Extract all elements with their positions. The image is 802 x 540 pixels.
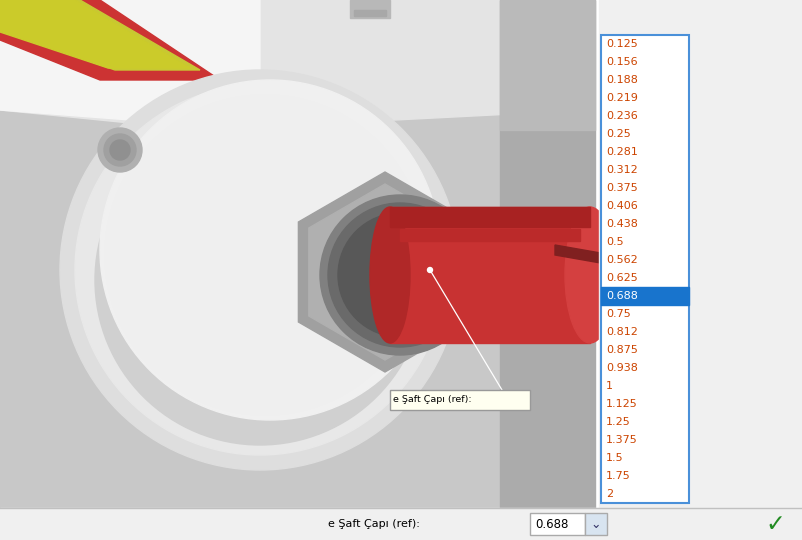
Text: 0.625: 0.625	[606, 273, 638, 283]
Text: ⌄: ⌄	[591, 517, 602, 530]
Circle shape	[338, 213, 462, 337]
Ellipse shape	[370, 207, 410, 343]
Text: 0.812: 0.812	[606, 327, 638, 337]
Circle shape	[427, 267, 432, 273]
Text: 0.25: 0.25	[606, 129, 630, 139]
Text: 0.281: 0.281	[606, 147, 638, 157]
Polygon shape	[298, 172, 472, 372]
Polygon shape	[309, 184, 461, 360]
Polygon shape	[0, 0, 220, 80]
Bar	[500, 0, 595, 540]
Text: 0.188: 0.188	[606, 75, 638, 85]
Polygon shape	[0, 0, 200, 70]
Circle shape	[110, 140, 130, 160]
Bar	[390, 207, 590, 343]
Bar	[400, 229, 580, 241]
Bar	[390, 207, 590, 227]
Polygon shape	[0, 0, 590, 130]
Text: 0.688: 0.688	[606, 291, 638, 301]
Text: 1: 1	[606, 381, 613, 391]
Bar	[354, 10, 386, 16]
Text: 0.312: 0.312	[606, 165, 638, 175]
Text: 0.375: 0.375	[606, 183, 638, 193]
Text: 1.75: 1.75	[606, 471, 630, 481]
Text: 1.375: 1.375	[606, 435, 638, 445]
Polygon shape	[0, 0, 260, 130]
Text: 0.438: 0.438	[606, 219, 638, 229]
Text: 0.406: 0.406	[606, 201, 638, 211]
Polygon shape	[0, 0, 590, 540]
Circle shape	[60, 70, 460, 470]
Text: 1.125: 1.125	[606, 399, 638, 409]
Bar	[500, 0, 595, 130]
Bar	[601, 35, 689, 503]
FancyBboxPatch shape	[390, 390, 530, 410]
Text: 0.875: 0.875	[606, 345, 638, 355]
Text: 0.125: 0.125	[606, 39, 638, 49]
Bar	[585, 513, 607, 535]
Bar	[601, 287, 689, 305]
Text: 0.562: 0.562	[606, 255, 638, 265]
Text: e Şaft Çapı (ref):: e Şaft Çapı (ref):	[393, 395, 472, 404]
Circle shape	[320, 195, 480, 355]
Text: 0.938: 0.938	[606, 363, 638, 373]
Circle shape	[100, 80, 440, 420]
Text: 1.25: 1.25	[606, 417, 630, 427]
Bar	[530, 513, 585, 535]
Text: 0.688: 0.688	[535, 517, 569, 530]
Bar	[599, 0, 802, 540]
Bar	[0, 508, 802, 540]
Polygon shape	[555, 245, 612, 265]
Bar	[350, 0, 390, 18]
Circle shape	[75, 85, 445, 455]
Ellipse shape	[565, 207, 615, 343]
Circle shape	[328, 203, 472, 347]
Text: ✓: ✓	[765, 512, 785, 536]
Text: 0.236: 0.236	[606, 111, 638, 121]
Text: e Şaft Çapı (ref):: e Şaft Çapı (ref):	[328, 519, 420, 529]
Circle shape	[95, 115, 425, 445]
Text: 0.219: 0.219	[606, 93, 638, 103]
Text: 0.5: 0.5	[606, 237, 624, 247]
Text: 0.156: 0.156	[606, 57, 638, 67]
Text: 2: 2	[606, 489, 613, 499]
Text: 0.75: 0.75	[606, 309, 630, 319]
Circle shape	[105, 95, 425, 415]
Circle shape	[104, 134, 136, 166]
Polygon shape	[0, 0, 190, 68]
Circle shape	[98, 128, 142, 172]
Text: 1.5: 1.5	[606, 453, 624, 463]
